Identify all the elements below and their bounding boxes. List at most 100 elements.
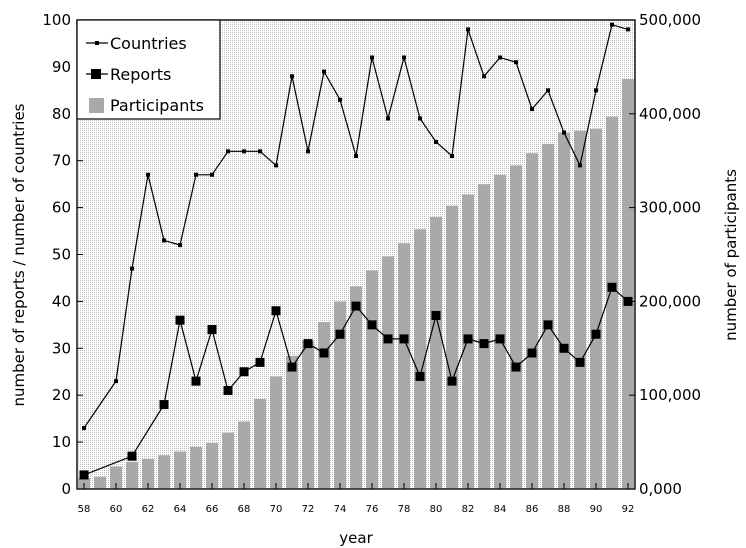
x-tick-label: 80: [430, 504, 443, 515]
participants-bar: [174, 451, 186, 489]
reports-point: [479, 339, 489, 349]
countries-point: [402, 55, 406, 60]
x-tick-label: 68: [238, 504, 251, 515]
countries-point: [146, 172, 150, 177]
x-tick-label: 72: [302, 504, 315, 515]
participants-bar: [350, 286, 362, 489]
reports-point: [511, 362, 521, 372]
reports-point: [271, 306, 281, 316]
x-axis-label: year: [339, 529, 373, 547]
reports-point: [559, 343, 569, 353]
x-tick-label: 92: [622, 504, 635, 515]
participants-bar: [526, 153, 538, 490]
reports-point: [431, 310, 441, 320]
reports-point: [607, 282, 617, 292]
countries-point: [82, 426, 86, 431]
reports-point: [351, 301, 361, 311]
reports-point: [575, 357, 585, 367]
reports-point: [495, 334, 505, 344]
countries-point: [594, 88, 598, 93]
x-tick-label: 60: [110, 504, 123, 515]
x-tick-label: 58: [78, 504, 91, 515]
x-tick-label: 62: [142, 504, 155, 515]
countries-point: [562, 130, 566, 135]
x-tick-label: 84: [494, 504, 507, 515]
participants-bar: [366, 270, 378, 489]
plot-frame: [76, 19, 636, 490]
countries-point: [258, 149, 262, 154]
countries-point: [306, 149, 310, 154]
countries-point: [626, 27, 630, 32]
countries-point: [370, 55, 374, 60]
participants-bar: [270, 376, 282, 489]
participants-bar: [286, 355, 298, 489]
participants-bar: [446, 205, 458, 489]
countries-point: [194, 172, 198, 177]
countries-point: [178, 243, 182, 248]
countries-point: [322, 69, 326, 74]
y-left-tick-label: 100: [42, 11, 71, 29]
countries-point: [338, 97, 342, 102]
y-right-tick-label: 300,000: [639, 199, 701, 217]
participants-bar: [318, 322, 330, 489]
participants-bar: [430, 216, 442, 490]
participants-bar: [158, 455, 170, 489]
countries-point: [610, 22, 614, 27]
countries-point: [130, 266, 134, 271]
participants-bar: [190, 446, 202, 489]
y-left-tick-label: 30: [52, 339, 71, 357]
axes: 0 10 20 30 40 50 60 70 80 90 100 0,000 100,000 200,00…: [42, 11, 701, 515]
reports-point: [175, 315, 185, 325]
legend-item-reports: Reports: [86, 65, 171, 84]
participants-bars: [78, 79, 634, 490]
reports-point: [303, 339, 313, 349]
reports-point: [383, 334, 393, 344]
y-left-tick-label: 0: [61, 480, 71, 498]
reports-point: [623, 296, 633, 306]
reports-point: [79, 470, 89, 480]
participants-bar: [510, 165, 522, 489]
legend-label-countries: Countries: [110, 34, 187, 53]
participants-bar: [574, 130, 586, 489]
y-left-tick-label: 60: [52, 199, 71, 217]
participants-bar: [126, 461, 138, 489]
y-left-tick-label: 40: [52, 292, 71, 310]
participants-bar: [478, 184, 490, 489]
participants-bar: [142, 458, 154, 489]
reports-point: [127, 451, 137, 461]
reports-point: [367, 320, 377, 330]
reports-point: [527, 348, 537, 358]
y-right-tick-label: 400,000: [639, 105, 701, 123]
countries-point: [114, 379, 118, 384]
x-tick-label: 90: [590, 504, 603, 515]
countries-point: [530, 107, 534, 112]
countries-point: [418, 116, 422, 121]
y-right-tick-label: 100,000: [639, 386, 701, 404]
participants-bar: [94, 476, 106, 489]
legend: Countries Reports Participants: [76, 19, 221, 120]
countries-point: [210, 172, 214, 177]
reports-point: [415, 371, 425, 381]
x-tick-label: 64: [174, 504, 187, 515]
participants-bar: [494, 174, 506, 489]
reports-point: [159, 400, 169, 410]
legend-item-participants: Participants: [89, 96, 204, 115]
y-left-tick-label: 90: [52, 58, 71, 76]
y-right-tick-label: 200,000: [639, 292, 701, 310]
reports-point: [447, 376, 457, 386]
countries-point: [482, 74, 486, 79]
reports-point: [319, 348, 329, 358]
y-left-tick-label: 80: [52, 105, 71, 123]
legend-item-countries: Countries: [86, 34, 187, 53]
x-tick-label: 86: [526, 504, 539, 515]
countries-point: [514, 60, 518, 65]
participants-bar: [382, 256, 394, 489]
legend-label-reports: Reports: [110, 65, 171, 84]
participants-bar: [334, 301, 346, 489]
x-tick-label: 70: [270, 504, 283, 515]
x-tick-label: 78: [398, 504, 411, 515]
countries-point: [434, 139, 438, 144]
participants-bar: [606, 116, 618, 489]
x-tick-label: 76: [366, 504, 379, 515]
countries-point: [242, 149, 246, 154]
